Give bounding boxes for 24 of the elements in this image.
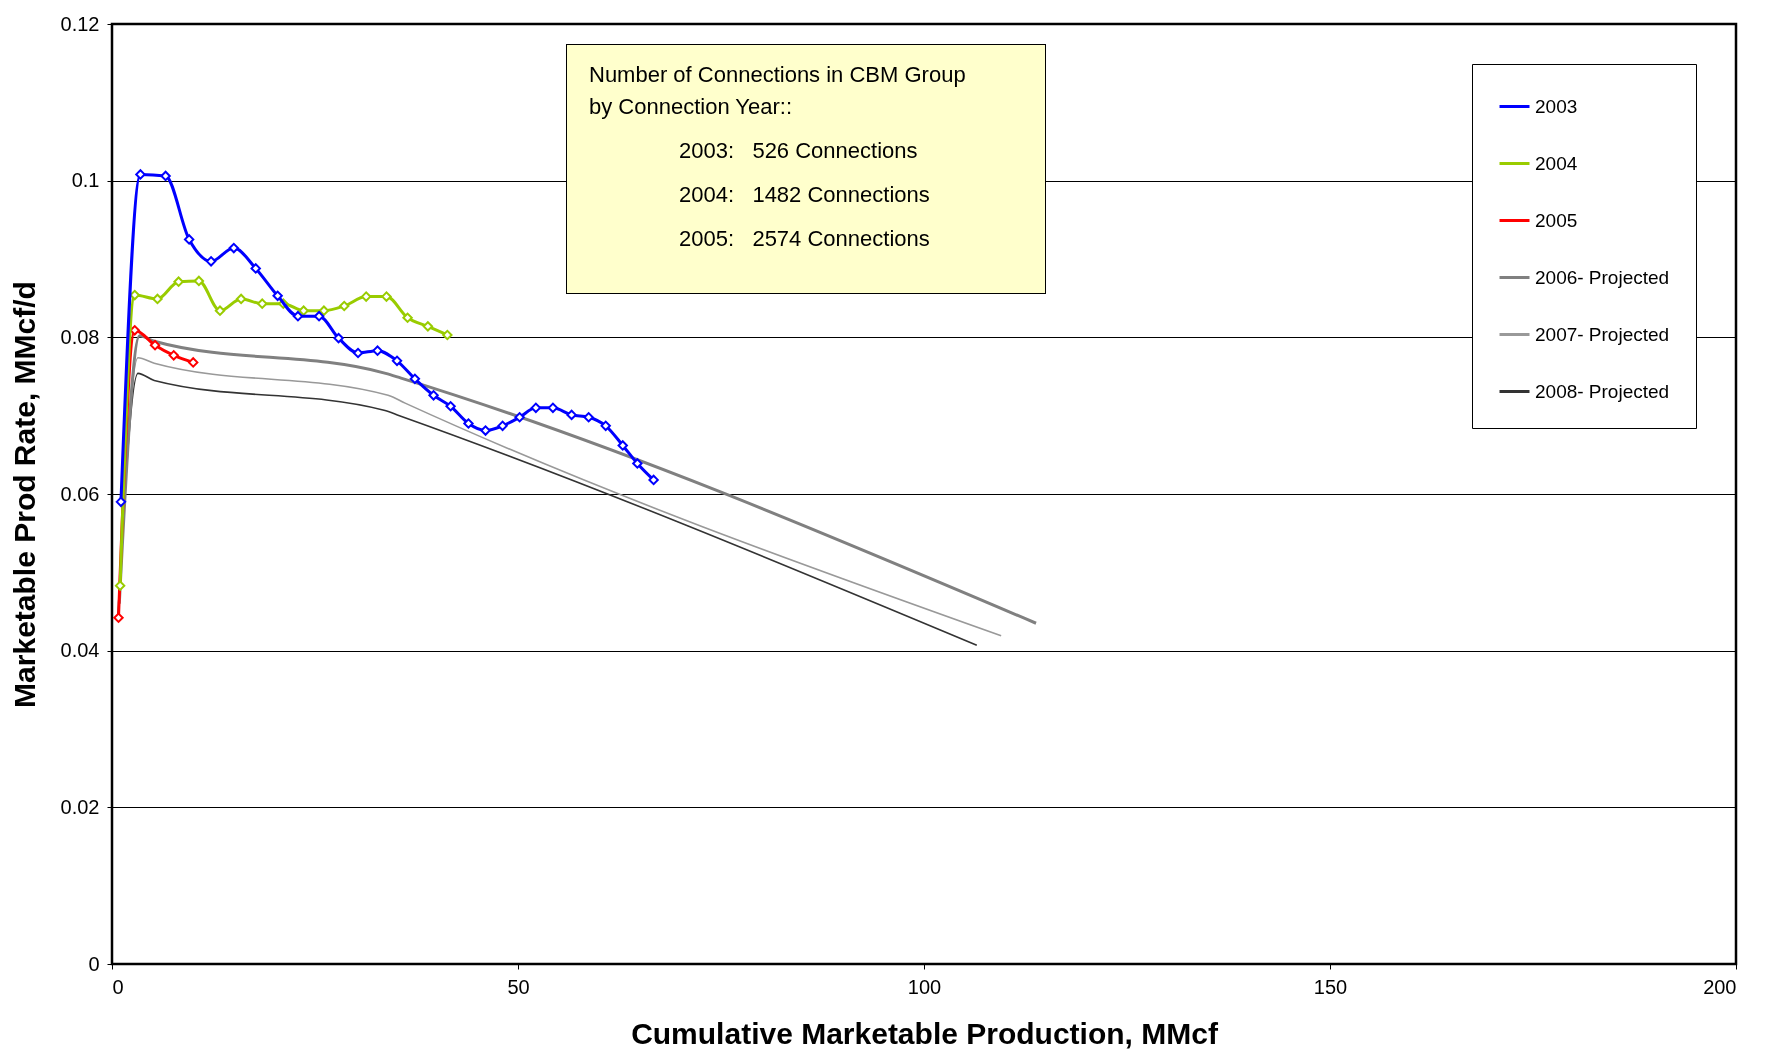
annotation: 2004: 1482 Connections	[678, 181, 931, 209]
annotation: 2003: 526 Connections	[678, 137, 919, 165]
legend-label: 2005	[1535, 209, 1578, 231]
legend-label: 2004	[1535, 152, 1578, 174]
annotation: 2005: 2574 Connections	[678, 225, 931, 253]
x-tick-label: 200	[1703, 975, 1737, 998]
annotation: Number of Connections in CBM Group by Connection Year::	[589, 61, 967, 121]
x-tick-label: 100	[907, 975, 942, 998]
y-tick-label: 0.12	[60, 12, 100, 35]
y-tick-label: 0.06	[60, 482, 100, 505]
legend-label: 2006- Projected	[1535, 266, 1670, 288]
y-tick-label: 0.04	[60, 639, 100, 662]
y-tick-label: 0.08	[60, 325, 100, 348]
y-tick-label: 0.1	[71, 169, 100, 192]
y-tick-label: 0	[88, 952, 100, 975]
x-tick-label: 50	[507, 975, 530, 998]
x-axis-title: Cumulative Marketable Production, MMcf	[631, 1016, 1219, 1050]
x-tick-label: 0	[112, 975, 124, 998]
x-tick-label: 150	[1313, 975, 1348, 998]
legend-label: 2008- Projected	[1535, 380, 1670, 402]
y-tick-label: 0.02	[60, 795, 100, 818]
y-axis-title: Marketable Prod Rate, MMcf/d	[7, 281, 41, 708]
legend-label: 2003	[1535, 95, 1578, 117]
legend-label: 2007- Projected	[1535, 323, 1670, 345]
